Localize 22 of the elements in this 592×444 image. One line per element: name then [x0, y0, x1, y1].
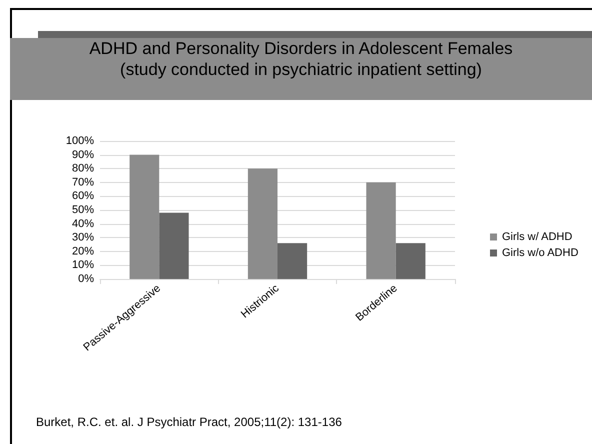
- y-tick-label: 90%: [72, 148, 94, 161]
- y-tick-label: 20%: [72, 245, 94, 258]
- bar: [159, 212, 189, 279]
- bar: [278, 243, 308, 279]
- bar: [366, 182, 396, 279]
- y-tick-label: 60%: [72, 190, 94, 202]
- bar: [130, 154, 160, 279]
- y-tick-label: 50%: [72, 204, 94, 216]
- y-tick-label: 80%: [72, 162, 94, 175]
- y-tick-label: 30%: [72, 232, 94, 244]
- legend-label: Girls w/ ADHD: [502, 231, 572, 243]
- y-tick-label: 10%: [72, 259, 94, 272]
- legend-label: Girls w/o ADHD: [502, 247, 578, 259]
- chart-title: ADHD and Personality Disorders in Adolescent Females: [88, 38, 514, 59]
- chart-subtitle: (study conducted in psychiatric inpatient setting): [119, 59, 483, 80]
- bar: [248, 168, 278, 279]
- y-tick-label: 0%: [78, 273, 94, 285]
- text: Burket, R.C. et. al. J Psychiatr Pract, 2005;11(2): 131-136: [36, 415, 342, 429]
- y-tick-label: 100%: [66, 135, 94, 147]
- y-tick-label: 40%: [72, 218, 94, 230]
- bar: [396, 243, 426, 279]
- y-tick-label: 70%: [72, 176, 94, 188]
